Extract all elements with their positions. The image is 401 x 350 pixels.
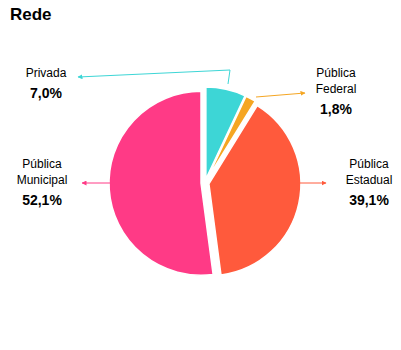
svg-text:PúblicaMunicipal52,1%: PúblicaMunicipal52,1%	[17, 157, 68, 208]
svg-text:Privada7,0%: Privada7,0%	[26, 66, 67, 101]
svg-text:PúblicaFederal1,8%: PúblicaFederal1,8%	[316, 66, 357, 117]
svg-text:PúblicaEstadual39,1%: PúblicaEstadual39,1%	[346, 157, 393, 208]
html-text:Rede: Rede	[10, 5, 52, 24]
